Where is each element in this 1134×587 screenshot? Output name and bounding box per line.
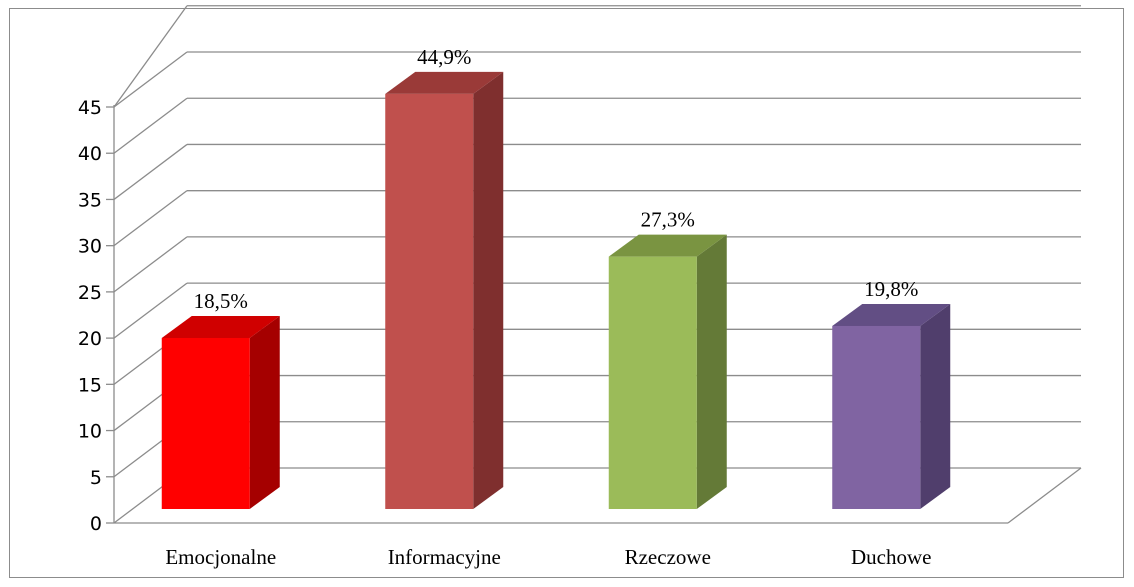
x-tick-label: Informacyjne — [388, 545, 501, 569]
bar-top-2 — [385, 71, 504, 94]
bar-side-2 — [473, 71, 504, 510]
x-tick-label: Emocjonalne — [165, 545, 276, 569]
bar-side-4 — [920, 303, 951, 509]
gridline-side — [113, 51, 188, 108]
bar-top-4 — [832, 303, 951, 326]
gridline-side — [113, 190, 188, 247]
bar-top-3 — [608, 234, 727, 257]
gridline-side — [113, 282, 188, 339]
gridline-side — [113, 97, 188, 154]
y-tick-label: 40 — [78, 143, 102, 165]
y-tick-label: 20 — [78, 328, 102, 350]
gridline-side — [113, 236, 188, 293]
chart-labels: 0 5 10 15 20 25 30 35 40 45 18,5% Emocjonalne 44,9% I… — [78, 45, 932, 569]
y-tick-label: 45 — [78, 97, 102, 119]
data-label: 44,9% — [417, 45, 471, 69]
y-tick-label: 25 — [78, 282, 102, 304]
gridline-side — [113, 5, 188, 108]
floor-right-edge — [1007, 467, 1082, 524]
bar-series — [161, 71, 951, 510]
data-label: 18,5% — [194, 289, 248, 313]
data-label: 27,3% — [641, 208, 695, 232]
bar-top-1 — [161, 315, 280, 338]
bar-side-3 — [696, 234, 727, 510]
y-tick-label: 10 — [78, 421, 102, 443]
y-tick-label: 15 — [78, 374, 102, 396]
y-tick-label: 5 — [90, 467, 102, 489]
gridline-side — [113, 143, 188, 200]
bar-1 — [161, 337, 250, 509]
data-label: 19,8% — [864, 277, 918, 301]
y-tick-label: 0 — [90, 513, 102, 535]
bar-side-1 — [249, 315, 280, 509]
bar-2 — [385, 93, 474, 510]
y-tick-label: 35 — [78, 189, 102, 211]
bar-4 — [832, 325, 921, 509]
x-tick-label: Duchowe — [851, 545, 931, 569]
y-tick-label: 30 — [78, 236, 102, 258]
bar-3 — [608, 256, 697, 509]
x-tick-label: Rzeczowe — [625, 545, 711, 569]
